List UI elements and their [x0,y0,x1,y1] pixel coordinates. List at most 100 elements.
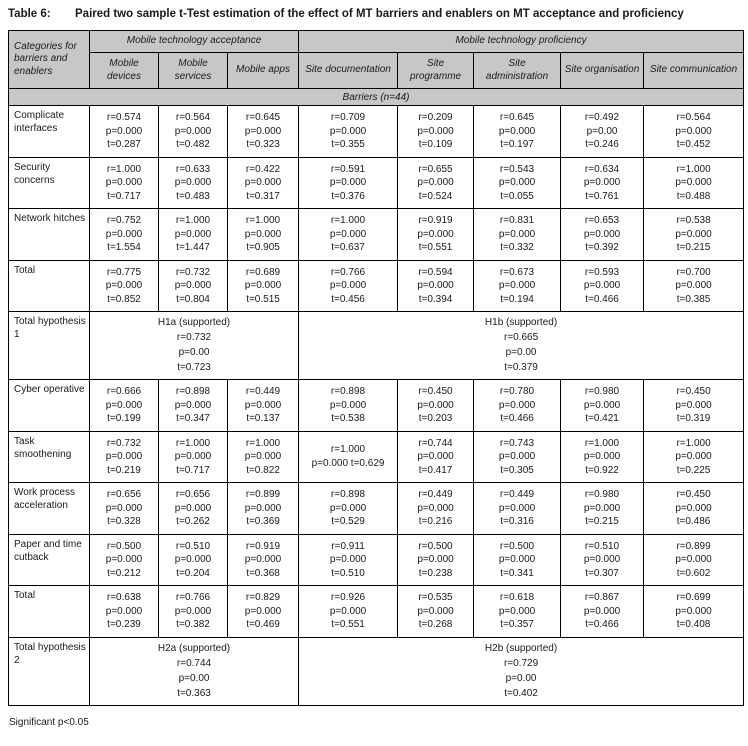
stat-line: p=0.000 [498,451,536,462]
stat-line: t=0.212 [107,567,141,579]
stat-line: p=0.000 [417,399,454,411]
stat-line: r=0.980 [584,489,620,500]
stat-line: p=0.000 [244,451,282,462]
stat-line: t=0.055 [500,190,534,202]
stat-line: r=0.831 [499,215,535,226]
stat-cell: r=0.638 p=0.000 t=0.239 [89,585,159,638]
stat-line: p=0.000 [105,502,143,514]
stat-line: p=0.000 [675,280,712,291]
stat-line: r=0.645 [499,112,535,123]
stat-cell: r=1.000 p=0.000 t=1.447 [158,208,228,261]
stat-cell: r=0.510 p=0.000 t=0.204 [158,533,228,586]
stat-line: p=0.000 [174,177,212,188]
row-label: Total [8,259,90,312]
stat-line: p=0.000 [675,451,712,462]
hypothesis-line: r=0.729 [503,657,539,669]
stat-line: t=0.316 [500,516,534,527]
header-group-row: Categories for barriers and enablers Mob… [8,30,745,89]
stat-cell: r=1.000 p=0.000 t=0.717 [158,430,228,483]
stat-line: t=0.215 [585,516,619,527]
stat-line: p=0.000 [174,502,212,514]
stat-cell: r=1.000 p=0.000 t=0.822 [226,430,300,483]
table-row: Barriers (n=44) [7,88,745,106]
stat-cell: r=0.574 p=0.000 t=0.287 [89,105,159,158]
stat-line: p=0.000 [329,399,367,411]
stat-line: p=0.000 [675,502,712,514]
stat-line: r=0.564 [676,112,711,123]
stat-line: r=0.634 [584,163,620,175]
stat-line: t=1.554 [107,242,141,253]
stat-line: t=0.319 [676,413,711,424]
row-label: Security concerns [8,156,90,209]
stat-line: p=0.000 [329,228,367,240]
stat-line: t=0.482 [176,139,210,150]
stat-line: t=0.717 [107,190,141,202]
hypothesis-b-cell: H2b (supported) r=0.729 p=0.00 t=0.402 [298,636,745,706]
stat-cell: r=0.775 p=0.000 t=0.852 [89,259,159,312]
stat-line: t=0.515 [246,293,280,305]
stat-line: t=0.382 [176,619,210,630]
stat-line: r=0.656 [175,489,211,500]
stat-line: r=0.867 [584,592,620,603]
stat-line: p=0.000 [583,451,621,462]
stat-line: r=0.500 [106,540,142,552]
stat-line: r=0.699 [676,592,711,603]
stat-line: t=0.602 [676,567,711,579]
stat-line: t=0.194 [500,293,534,305]
stat-cell: r=0.919 p=0.000 t=0.368 [226,533,300,586]
stat-line: r=0.666 [106,386,142,397]
stat-line: p=0.000 [417,502,454,514]
stat-line: r=0.449 [499,489,535,500]
stat-line: t=0.717 [176,464,210,476]
stat-line: p=0.000 [174,228,212,240]
stat-line: p=0.000 [498,399,536,411]
stat-line: p=0.000 [675,228,712,240]
stat-cell: r=0.500 p=0.000 t=0.212 [89,533,159,586]
stat-cell: r=0.450 p=0.000 t=0.486 [643,482,745,535]
table-row: Task smoothening r=0.732 p=0.000 t=0.219 r=1… [8,430,745,483]
stat-line: t=0.376 [331,190,365,202]
stat-cell: r=0.535 p=0.000 t=0.268 [397,585,475,638]
stat-line: t=0.203 [418,413,453,424]
hypothesis-line: H2b (supported) [484,642,558,654]
stat-line: t=0.466 [585,293,619,305]
col-header-site-programme: Site programme [397,52,475,89]
group-header-proficiency: Mobile technology proficiency [298,30,745,53]
stat-line: r=1.000 [175,215,211,226]
stat-line: r=0.898 [330,489,366,500]
stat-cell: r=1.000 p=0.000 t=0.637 [298,208,399,261]
stat-line: p=0.000 [675,554,712,565]
hypothesis-line: t=0.723 [177,362,211,373]
stat-line: t=0.216 [418,516,453,527]
stat-line: r=0.564 [175,112,211,123]
stat-cell: r=0.709 p=0.000 t=0.355 [298,105,399,158]
stat-line: r=0.510 [175,540,211,552]
stat-line: r=0.752 [106,215,142,226]
stat-cell: r=0.653 p=0.000 t=0.392 [560,208,645,261]
stat-cell: r=0.449 p=0.000 t=0.216 [397,482,475,535]
stat-line: r=0.898 [175,386,211,397]
row-label: Work process acceleration [8,482,90,535]
row-label: Cyber operative [8,379,90,432]
stat-line: r=0.535 [418,592,453,603]
stat-cell: r=0.743 p=0.000 t=0.305 [473,430,562,483]
stat-cell: r=0.898 p=0.000 t=0.529 [298,482,399,535]
hypothesis-b-cell: H1b (supported) r=0.665 p=0.00 t=0.379 [298,311,745,380]
row-label: Total hypothesis 1 [8,311,90,380]
stat-line: p=0.000 [498,177,536,188]
stat-line: t=0.483 [176,190,210,202]
stat-line: t=1.447 [176,242,210,253]
hypothesis-a-cell: H2a (supported) r=0.744 p=0.00 t=0.363 [88,636,300,706]
stat-line: p=0.000 t=0.629 [311,457,385,469]
stat-line: p=0.000 [244,280,282,291]
stat-line: p=0.000 [498,280,536,291]
stat-cell: r=0.732 p=0.000 t=0.804 [158,259,228,312]
hypothesis-line: p=0.00 [178,672,210,684]
stat-line: p=0.000 [675,605,712,617]
stat-line: t=0.408 [676,619,711,630]
stat-cell: r=0.899 p=0.000 t=0.369 [226,482,300,535]
stat-line: r=0.689 [245,266,281,278]
stat-line: r=0.450 [676,386,711,397]
stat-line: t=0.551 [331,619,365,630]
stat-line: t=0.328 [107,516,141,527]
